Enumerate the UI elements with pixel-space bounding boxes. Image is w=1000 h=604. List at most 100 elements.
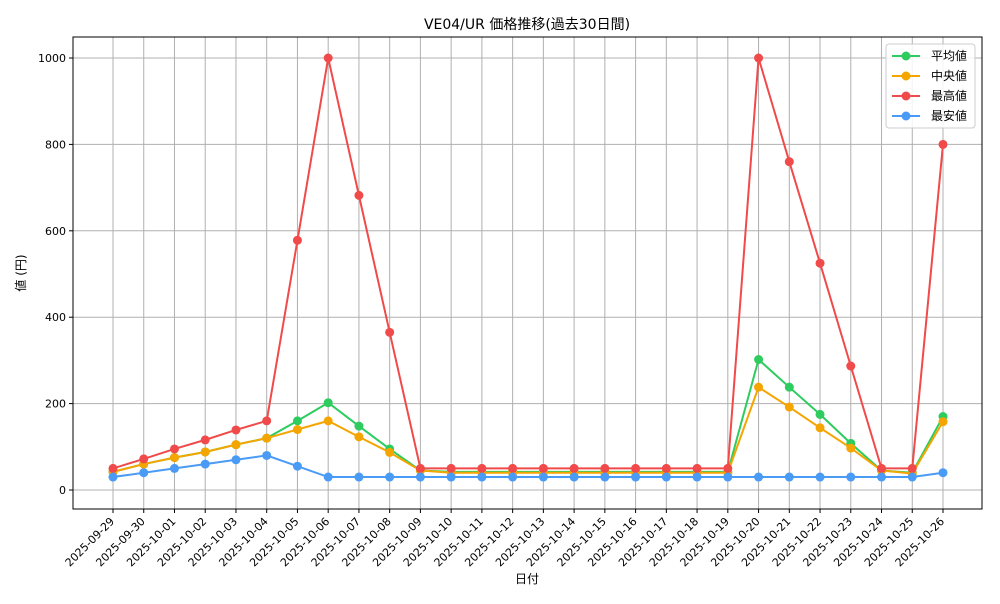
data-point [385, 472, 395, 482]
data-point [877, 472, 887, 482]
data-point [385, 327, 395, 337]
data-point [200, 447, 210, 457]
data-point [508, 472, 518, 482]
y-axis-label: 値 (円) [13, 254, 28, 291]
data-point [169, 453, 179, 463]
data-point [600, 463, 610, 473]
series-line [108, 450, 948, 482]
data-point [754, 382, 764, 392]
legend-marker-icon [901, 51, 911, 61]
legend-label: 平均値 [931, 48, 967, 63]
data-point [938, 417, 948, 427]
data-point [815, 423, 825, 433]
data-point [108, 463, 118, 473]
data-point [108, 472, 118, 482]
data-point [231, 425, 241, 435]
data-point [169, 463, 179, 473]
legend-label: 最安値 [931, 108, 967, 123]
data-point [477, 463, 487, 473]
data-point [415, 463, 425, 473]
data-point [815, 472, 825, 482]
data-point [292, 416, 302, 426]
data-point [323, 472, 333, 482]
data-point [538, 463, 548, 473]
data-point [723, 463, 733, 473]
data-point [231, 440, 241, 450]
data-point [600, 472, 610, 482]
data-point [754, 472, 764, 482]
data-point [815, 258, 825, 268]
legend-marker-icon [901, 71, 911, 81]
y-tick-label: 0 [59, 484, 66, 497]
data-point [323, 416, 333, 426]
data-point [262, 433, 272, 443]
data-point [292, 235, 302, 245]
chart-title: VE04/UR 価格推移(過去30日間) [424, 17, 630, 33]
data-point [784, 402, 794, 412]
data-point [846, 443, 856, 453]
data-point [754, 355, 764, 365]
data-point [938, 139, 948, 149]
plot-frame [72, 36, 983, 510]
legend-item: 平均値 [892, 48, 967, 63]
data-point [754, 53, 764, 63]
data-point [262, 416, 272, 426]
data-point [631, 472, 641, 482]
legend-item: 最高値 [892, 88, 967, 103]
data-point [292, 425, 302, 435]
x-axis: 2025-09-292025-09-302025-10-012025-10-02… [63, 509, 947, 569]
y-tick-label: 200 [45, 398, 66, 411]
data-point [385, 447, 395, 457]
data-point [692, 463, 702, 473]
data-point [200, 435, 210, 445]
data-point [262, 450, 272, 460]
data-point [661, 472, 671, 482]
data-point [446, 472, 456, 482]
legend-marker-icon [901, 111, 911, 121]
data-point [354, 190, 364, 200]
data-point [846, 361, 856, 371]
data-point [538, 472, 548, 482]
data-point [784, 472, 794, 482]
series-layer [108, 53, 948, 482]
data-point [877, 463, 887, 473]
data-point [661, 463, 671, 473]
data-point [446, 463, 456, 473]
data-point [354, 432, 364, 442]
y-axis: 0 200 400 600 800 1000 [38, 52, 73, 497]
data-point [631, 463, 641, 473]
legend-label: 最高値 [931, 88, 967, 103]
series-line [108, 53, 948, 473]
data-point [415, 472, 425, 482]
data-point [784, 382, 794, 392]
legend-marker-icon [901, 91, 911, 101]
data-point [692, 472, 702, 482]
y-tick-label: 1000 [38, 52, 66, 65]
data-point [323, 53, 333, 63]
data-point [323, 398, 333, 408]
data-point [938, 468, 948, 478]
data-point [292, 461, 302, 471]
data-point [139, 454, 149, 464]
data-point [231, 455, 241, 465]
grid-lines [73, 37, 982, 509]
data-point [784, 157, 794, 167]
y-tick-label: 800 [45, 138, 66, 151]
x-axis-label: 日付 [515, 572, 539, 586]
data-point [354, 472, 364, 482]
data-point [169, 444, 179, 454]
data-point [354, 421, 364, 431]
data-point [508, 463, 518, 473]
y-tick-label: 400 [45, 311, 66, 324]
data-point [200, 459, 210, 469]
legend-item: 最安値 [892, 108, 967, 123]
legend-item: 中央値 [892, 68, 967, 83]
y-tick-label: 600 [45, 225, 66, 238]
data-point [569, 463, 579, 473]
data-point [846, 472, 856, 482]
data-point [569, 472, 579, 482]
data-point [907, 463, 917, 473]
